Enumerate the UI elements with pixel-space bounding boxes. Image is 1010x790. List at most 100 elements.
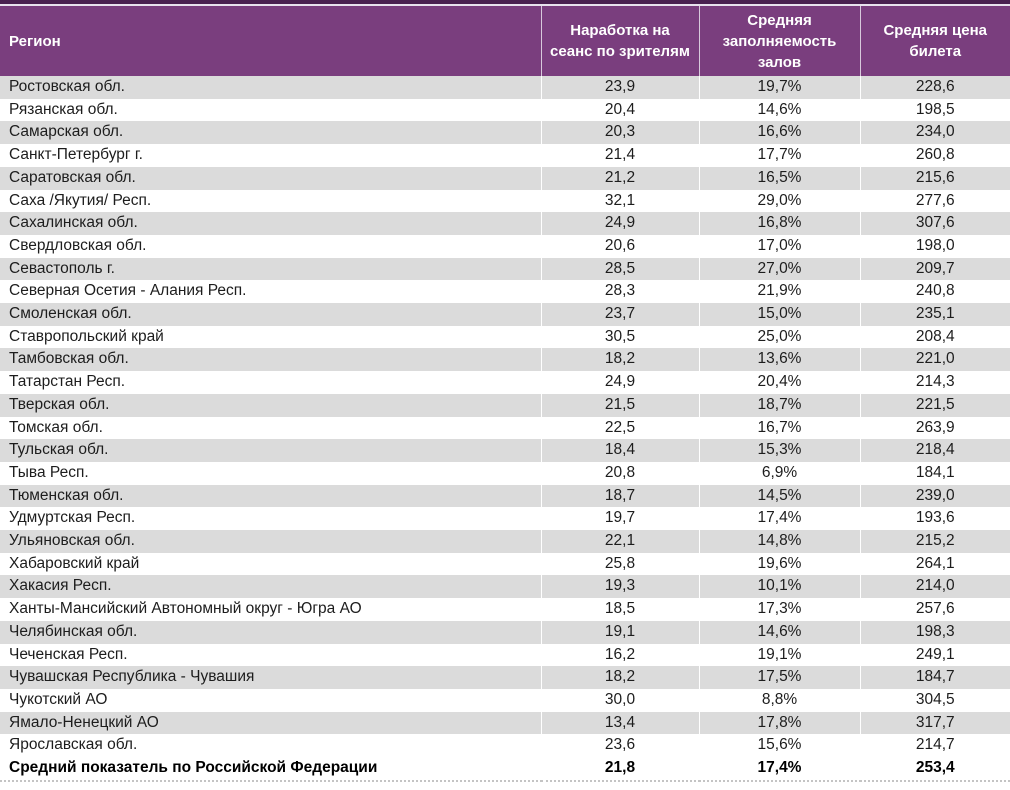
viewers-per-session-cell: 20,8 (540, 461, 699, 485)
region-cell: Томская обл. (9, 418, 103, 436)
hall-occupancy-cell: 15,6% (698, 734, 860, 758)
avg-ticket-price-cell: 184,7 (859, 666, 1010, 689)
hall-occupancy-cell: 14,5% (698, 484, 860, 508)
table-row: Тюменская обл. 18,7 14,5% 239,0 (0, 484, 1010, 508)
table-row: Ростовская обл. 23,9 19,7% 228,6 (0, 76, 1010, 99)
table-row: Татарстан Респ. 24,9 20,4% 214,3 (0, 371, 1010, 394)
table-row: Чувашская Республика - Чувашия 18,2 17,5% 1… (0, 666, 1010, 689)
avg-ticket-price-cell: 257,6 (859, 598, 1010, 621)
viewers-per-session-cell: 13,4 (540, 711, 699, 735)
table-row: Хакасия Респ. 19,3 10,1% 214,0 (0, 575, 1010, 599)
region-cell: Саратовская обл. (0, 166, 541, 190)
table-row: Ставропольский край 30,5 25,0% 208,4 (0, 325, 1010, 349)
region-cell: Чувашская Республика - Чувашия (0, 666, 541, 689)
table-row: Ярославская обл. 23,6 15,6% 214,7 (0, 734, 1010, 758)
avg-ticket-price-cell: 198,5 (859, 98, 1010, 122)
viewers-per-session-cell: 23,7 (540, 303, 699, 326)
avg-ticket-price-cell: 198,3 (859, 620, 1010, 644)
region-cell: Ханты-Мансийский Автономный округ - Югра… (9, 600, 362, 618)
regions-stats-table: Регион Наработка на сеанс по зрителям Ср… (0, 4, 1010, 782)
region-cell: Чукотский АО (9, 690, 108, 708)
viewers-per-session-cell: 22,1 (540, 530, 699, 553)
region-cell: Тыва Респ. (9, 463, 89, 481)
table-row: Хабаровский край 25,8 19,6% 264,1 (0, 552, 1010, 576)
viewers-per-session-cell: 23,6 (540, 734, 699, 758)
avg-ticket-price-cell: 304,5 (859, 688, 1010, 712)
viewers-per-session-cell: 28,5 (540, 257, 699, 281)
hall-occupancy-cell: 15,0% (698, 303, 860, 326)
table-row: Саратовская обл. 21,2 16,5% 215,6 (0, 166, 1010, 190)
viewers-per-session-cell: 18,4 (540, 439, 699, 462)
viewers-per-session-cell: 21,5 (540, 393, 699, 417)
viewers-per-session-cell: 20,4 (540, 98, 699, 122)
avg-ticket-price-cell: 249,1 (859, 643, 1010, 667)
hall-occupancy-cell: 14,8% (698, 530, 860, 553)
region-cell: Тверская обл. (0, 393, 541, 417)
viewers-per-session-cell: 20,6 (540, 234, 699, 258)
region-cell: Северная Осетия - Алания Респ. (9, 282, 247, 300)
table-row: Тыва Респ. 20,8 6,9% 184,1 (0, 461, 1010, 485)
hall-occupancy-cell: 17,0% (698, 234, 860, 258)
table-row: Тульская обл. 18,4 15,3% 218,4 (0, 439, 1010, 462)
hall-occupancy-cell: 8,8% (698, 688, 860, 712)
avg-ticket-price-cell: 277,6 (859, 189, 1010, 213)
region-cell: Средний показатель по Российской Федерац… (0, 757, 541, 781)
viewers-per-session-cell: 25,8 (540, 552, 699, 576)
avg-ticket-price-cell: 214,0 (859, 575, 1010, 599)
region-cell: Чеченская Респ. (9, 645, 128, 663)
region-cell: Рязанская обл. (9, 100, 118, 118)
viewers-per-session-cell: 19,7 (540, 507, 699, 531)
region-cell: Удмуртская Респ. (9, 509, 136, 527)
viewers-per-session-cell: 28,3 (540, 280, 699, 304)
region-cell: Татарстан Респ. (9, 373, 126, 391)
avg-ticket-price-cell: 221,0 (859, 348, 1010, 372)
hall-occupancy-cell: 25,0% (698, 325, 860, 349)
hall-occupancy-cell: 16,5% (698, 166, 860, 190)
column-header-region: Регион (0, 4, 541, 76)
avg-ticket-price-cell: 193,6 (859, 507, 1010, 531)
viewers-per-session-cell: 21,4 (540, 144, 699, 167)
avg-ticket-price-cell: 215,6 (859, 166, 1010, 190)
column-header-hall-occupancy: Средняя заполняемость залов (698, 4, 860, 76)
viewers-per-session-cell: 32,1 (540, 189, 699, 213)
avg-ticket-price-cell: 184,1 (859, 461, 1010, 485)
table-body: Ростовская обл. 23,9 19,7% 228,6 Рязанская о… (0, 76, 1010, 781)
region-cell: Тюменская обл. (0, 484, 541, 508)
region-cell: Хабаровский край (9, 554, 140, 572)
column-header-viewers-per-session: Наработка на сеанс по зрителям (540, 4, 699, 76)
table-row: Санкт-Петербург г. 21,4 17,7% 260,8 (0, 144, 1010, 167)
table-row: Рязанская обл. 20,4 14,6% 198,5 (0, 98, 1010, 122)
table-row: Ханты-Мансийский Автономный округ - Югра… (0, 598, 1010, 621)
table-row: Смоленская обл. 23,7 15,0% 235,1 (0, 303, 1010, 326)
avg-ticket-price-cell: 214,7 (859, 734, 1010, 758)
viewers-per-session-cell: 21,8 (540, 757, 699, 781)
avg-ticket-price-cell: 235,1 (859, 303, 1010, 326)
table-row: Удмуртская Респ. 19,7 17,4% 193,6 (0, 507, 1010, 531)
viewers-per-session-cell: 20,3 (540, 121, 699, 145)
avg-ticket-price-cell: 253,4 (859, 757, 1010, 781)
hall-occupancy-cell: 17,3% (698, 598, 860, 621)
hall-occupancy-cell: 17,8% (698, 711, 860, 735)
table-row: Свердловская обл. 20,6 17,0% 198,0 (0, 234, 1010, 258)
avg-ticket-price-cell: 239,0 (859, 484, 1010, 508)
table-row: Северная Осетия - Алания Респ. 28,3 21,9% 2… (0, 280, 1010, 304)
region-cell: Свердловская обл. (9, 236, 147, 254)
table-row: Ямало-Ненецкий АО 13,4 17,8% 317,7 (0, 711, 1010, 735)
hall-occupancy-cell: 19,6% (698, 552, 860, 576)
hall-occupancy-cell: 16,8% (698, 212, 860, 235)
hall-occupancy-cell: 16,7% (698, 416, 860, 440)
table-row: Саха /Якутия/ Респ. 32,1 29,0% 277,6 (0, 189, 1010, 213)
avg-ticket-price-cell: 218,4 (859, 439, 1010, 462)
avg-ticket-price-cell: 214,3 (859, 371, 1010, 394)
table-row: Самарская обл. 20,3 16,6% 234,0 (0, 121, 1010, 145)
header-row: Регион Наработка на сеанс по зрителям Ср… (0, 4, 1010, 76)
hall-occupancy-cell: 16,6% (698, 121, 860, 145)
avg-ticket-price-cell: 260,8 (859, 144, 1010, 167)
region-cell: Саха /Якутия/ Респ. (9, 191, 152, 209)
region-cell: Санкт-Петербург г. (9, 146, 143, 164)
avg-ticket-price-cell: 240,8 (859, 280, 1010, 304)
region-cell: Ульяновская обл. (0, 530, 541, 553)
viewers-per-session-cell: 19,1 (540, 620, 699, 644)
region-cell: Смоленская обл. (0, 303, 541, 326)
